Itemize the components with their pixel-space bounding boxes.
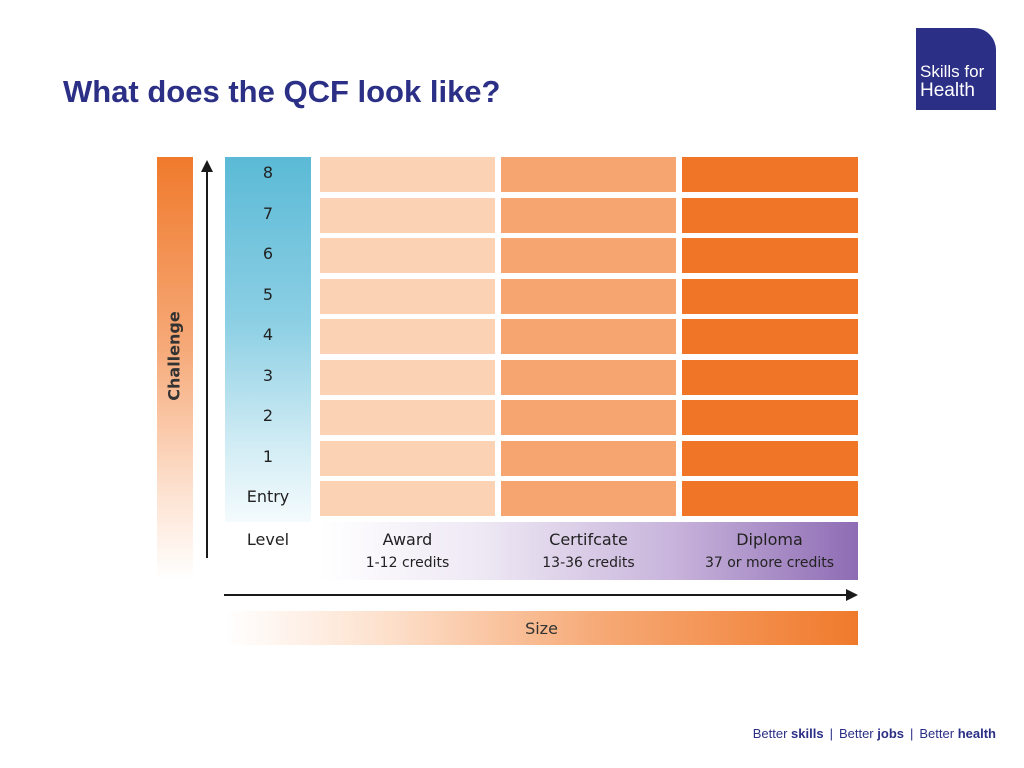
diploma-cell-level-2: [682, 400, 858, 435]
diploma-cell-level-8: [682, 157, 858, 192]
footer-prefix-3: Better: [919, 726, 955, 741]
footer-separator-2: |: [910, 726, 914, 741]
level-header: Level: [246, 530, 290, 549]
level-8: 8: [262, 163, 274, 182]
level-column: [225, 157, 311, 522]
level-4: 4: [262, 325, 274, 344]
award-cell-level-4: [320, 319, 495, 354]
logo-line-1: Skills for: [920, 62, 985, 81]
footer-tagline: Better skills | Better jobs | Better health: [753, 726, 996, 741]
award-cell-level-3: [320, 359, 495, 395]
award-cell-level-5: [320, 278, 495, 314]
qualification-type-band: [320, 522, 858, 580]
slide-title: What does the QCF look like?: [63, 74, 501, 109]
level-entry: Entry: [246, 487, 290, 506]
vertical-axis-line: [206, 170, 208, 558]
challenge-gradient-bar: [157, 157, 193, 580]
footer-jobs: jobs: [877, 726, 904, 741]
diploma-cell-level-6: [682, 238, 858, 273]
certificate-credits: 13-36 credits: [542, 555, 635, 571]
footer-skills: skills: [791, 726, 824, 741]
level-3: 3: [262, 365, 274, 385]
diploma-credits: 37 or more credits: [704, 555, 835, 571]
certificate-cell-level-8: [501, 157, 676, 192]
challenge-axis-label: Challenge: [164, 311, 184, 401]
award-label: Award: [382, 530, 433, 549]
award-cell-level-7: [320, 197, 495, 233]
certificate-cell-level-3: [501, 359, 676, 395]
certificate-cell-level-6: [501, 238, 676, 273]
award-credits: 1-12 credits: [365, 555, 450, 571]
certificate-label: Certifcate: [549, 530, 628, 549]
size-gradient-bar: [225, 611, 858, 645]
level-5: 5: [262, 284, 274, 304]
footer-separator-1: |: [829, 726, 833, 741]
diploma-label: Diploma: [736, 530, 803, 549]
award-cell-level-6: [320, 238, 495, 273]
level-6: 6: [262, 244, 274, 263]
certificate-cell-level-7: [501, 197, 676, 233]
level-7: 7: [262, 203, 274, 223]
award-cell-level-2: [320, 400, 495, 435]
vertical-arrow-icon: [201, 160, 213, 172]
level-2: 2: [262, 406, 274, 425]
certificate-cell-level-2: [501, 400, 676, 435]
diploma-cell-level-5: [682, 278, 858, 314]
diploma-cell-level-entry: [682, 481, 858, 516]
logo-line-2: Health: [920, 80, 975, 101]
skills-for-health-logo: Skills for Health: [916, 28, 996, 110]
award-cell-level-1: [320, 440, 495, 476]
horizontal-axis-line: [224, 594, 848, 596]
certificate-cell-level-4: [501, 319, 676, 354]
footer-health: health: [957, 726, 996, 741]
horizontal-arrow-icon: [846, 589, 858, 601]
diploma-cell-level-7: [682, 197, 858, 233]
level-1: 1: [262, 446, 274, 466]
award-cell-level-entry: [320, 481, 495, 516]
certificate-cell-level-entry: [501, 481, 676, 516]
footer-prefix-2: Better: [838, 726, 874, 741]
award-cell-level-8: [320, 157, 495, 192]
diploma-cell-level-3: [682, 359, 858, 395]
diploma-cell-level-1: [682, 440, 858, 476]
diploma-cell-level-4: [682, 319, 858, 354]
certificate-cell-level-5: [501, 278, 676, 314]
footer-prefix-1: Better: [752, 726, 788, 741]
size-axis-label: Size: [525, 619, 558, 638]
certificate-cell-level-1: [501, 440, 676, 476]
